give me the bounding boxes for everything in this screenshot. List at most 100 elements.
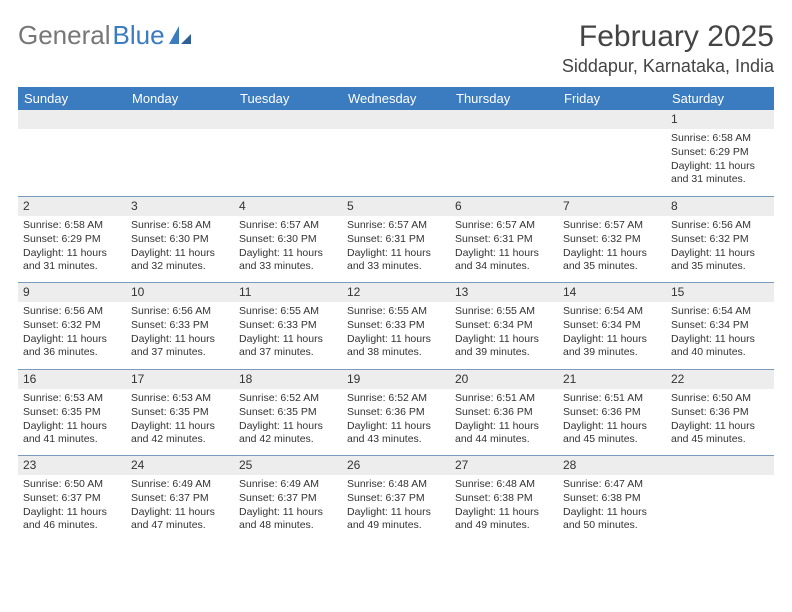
day-body: Sunrise: 6:54 AMSunset: 6:34 PMDaylight:… (558, 302, 666, 369)
daylight-text: Daylight: 11 hours and 38 minutes. (347, 333, 445, 359)
sunset-text: Sunset: 6:29 PM (671, 146, 769, 159)
day-body: Sunrise: 6:49 AMSunset: 6:37 PMDaylight:… (234, 475, 342, 542)
day-number: 16 (18, 370, 126, 389)
sunset-text: Sunset: 6:35 PM (239, 406, 337, 419)
calendar-body: 1Sunrise: 6:58 AMSunset: 6:29 PMDaylight… (18, 110, 774, 542)
daylight-text: Daylight: 11 hours and 37 minutes. (131, 333, 229, 359)
day-body: Sunrise: 6:58 AMSunset: 6:30 PMDaylight:… (126, 216, 234, 283)
day-body: Sunrise: 6:56 AMSunset: 6:32 PMDaylight:… (666, 216, 774, 283)
calendar-cell: 1Sunrise: 6:58 AMSunset: 6:29 PMDaylight… (666, 110, 774, 196)
calendar-cell (342, 110, 450, 196)
daylight-text: Daylight: 11 hours and 44 minutes. (455, 420, 553, 446)
day-body (558, 129, 666, 191)
calendar-table: SundayMondayTuesdayWednesdayThursdayFrid… (18, 87, 774, 542)
daylight-text: Daylight: 11 hours and 43 minutes. (347, 420, 445, 446)
header: GeneralBlue February 2025 Siddapur, Karn… (18, 20, 774, 77)
sunset-text: Sunset: 6:37 PM (347, 492, 445, 505)
calendar-header-row: SundayMondayTuesdayWednesdayThursdayFrid… (18, 87, 774, 110)
weekday-header: Friday (558, 87, 666, 110)
daylight-text: Daylight: 11 hours and 34 minutes. (455, 247, 553, 273)
day-number: 6 (450, 197, 558, 216)
calendar-cell: 24Sunrise: 6:49 AMSunset: 6:37 PMDayligh… (126, 456, 234, 542)
weekday-header: Thursday (450, 87, 558, 110)
calendar-cell: 22Sunrise: 6:50 AMSunset: 6:36 PMDayligh… (666, 369, 774, 456)
sunset-text: Sunset: 6:32 PM (563, 233, 661, 246)
calendar-cell: 4Sunrise: 6:57 AMSunset: 6:30 PMDaylight… (234, 196, 342, 283)
day-number (450, 110, 558, 129)
sunrise-text: Sunrise: 6:57 AM (347, 219, 445, 232)
sunset-text: Sunset: 6:34 PM (563, 319, 661, 332)
sunrise-text: Sunrise: 6:58 AM (131, 219, 229, 232)
sunset-text: Sunset: 6:37 PM (131, 492, 229, 505)
sunrise-text: Sunrise: 6:48 AM (455, 478, 553, 491)
day-body: Sunrise: 6:52 AMSunset: 6:36 PMDaylight:… (342, 389, 450, 456)
calendar-cell: 2Sunrise: 6:58 AMSunset: 6:29 PMDaylight… (18, 196, 126, 283)
day-number (342, 110, 450, 129)
sunset-text: Sunset: 6:33 PM (131, 319, 229, 332)
day-body (234, 129, 342, 191)
sunset-text: Sunset: 6:37 PM (239, 492, 337, 505)
day-body: Sunrise: 6:55 AMSunset: 6:33 PMDaylight:… (234, 302, 342, 369)
calendar-cell: 27Sunrise: 6:48 AMSunset: 6:38 PMDayligh… (450, 456, 558, 542)
day-body: Sunrise: 6:56 AMSunset: 6:32 PMDaylight:… (18, 302, 126, 369)
calendar-cell: 28Sunrise: 6:47 AMSunset: 6:38 PMDayligh… (558, 456, 666, 542)
day-body: Sunrise: 6:49 AMSunset: 6:37 PMDaylight:… (126, 475, 234, 542)
daylight-text: Daylight: 11 hours and 32 minutes. (131, 247, 229, 273)
day-body: Sunrise: 6:48 AMSunset: 6:37 PMDaylight:… (342, 475, 450, 542)
calendar-cell (450, 110, 558, 196)
weekday-header: Sunday (18, 87, 126, 110)
daylight-text: Daylight: 11 hours and 41 minutes. (23, 420, 121, 446)
sunrise-text: Sunrise: 6:55 AM (455, 305, 553, 318)
logo: GeneralBlue (18, 20, 191, 51)
sunrise-text: Sunrise: 6:58 AM (23, 219, 121, 232)
day-number (558, 110, 666, 129)
daylight-text: Daylight: 11 hours and 39 minutes. (563, 333, 661, 359)
sunrise-text: Sunrise: 6:50 AM (671, 392, 769, 405)
calendar-cell: 20Sunrise: 6:51 AMSunset: 6:36 PMDayligh… (450, 369, 558, 456)
sunrise-text: Sunrise: 6:53 AM (23, 392, 121, 405)
day-number: 8 (666, 197, 774, 216)
sunrise-text: Sunrise: 6:54 AM (671, 305, 769, 318)
day-number (234, 110, 342, 129)
daylight-text: Daylight: 11 hours and 49 minutes. (347, 506, 445, 532)
sunrise-text: Sunrise: 6:54 AM (563, 305, 661, 318)
calendar-cell: 26Sunrise: 6:48 AMSunset: 6:37 PMDayligh… (342, 456, 450, 542)
sunrise-text: Sunrise: 6:47 AM (563, 478, 661, 491)
sunset-text: Sunset: 6:38 PM (455, 492, 553, 505)
sunrise-text: Sunrise: 6:49 AM (239, 478, 337, 491)
day-body: Sunrise: 6:58 AMSunset: 6:29 PMDaylight:… (666, 129, 774, 196)
weekday-header: Saturday (666, 87, 774, 110)
calendar-cell (558, 110, 666, 196)
weekday-header: Monday (126, 87, 234, 110)
calendar-week: 2Sunrise: 6:58 AMSunset: 6:29 PMDaylight… (18, 196, 774, 283)
day-body (18, 129, 126, 191)
day-number (126, 110, 234, 129)
calendar-cell: 23Sunrise: 6:50 AMSunset: 6:37 PMDayligh… (18, 456, 126, 542)
calendar-cell: 19Sunrise: 6:52 AMSunset: 6:36 PMDayligh… (342, 369, 450, 456)
daylight-text: Daylight: 11 hours and 45 minutes. (671, 420, 769, 446)
day-number: 14 (558, 283, 666, 302)
daylight-text: Daylight: 11 hours and 33 minutes. (239, 247, 337, 273)
day-body: Sunrise: 6:55 AMSunset: 6:34 PMDaylight:… (450, 302, 558, 369)
sunset-text: Sunset: 6:36 PM (563, 406, 661, 419)
sunset-text: Sunset: 6:30 PM (239, 233, 337, 246)
day-body: Sunrise: 6:57 AMSunset: 6:30 PMDaylight:… (234, 216, 342, 283)
sunrise-text: Sunrise: 6:56 AM (671, 219, 769, 232)
daylight-text: Daylight: 11 hours and 46 minutes. (23, 506, 121, 532)
day-number: 26 (342, 456, 450, 475)
sunset-text: Sunset: 6:33 PM (239, 319, 337, 332)
calendar-cell: 21Sunrise: 6:51 AMSunset: 6:36 PMDayligh… (558, 369, 666, 456)
sunset-text: Sunset: 6:29 PM (23, 233, 121, 246)
day-number: 17 (126, 370, 234, 389)
day-body: Sunrise: 6:58 AMSunset: 6:29 PMDaylight:… (18, 216, 126, 283)
calendar-week: 23Sunrise: 6:50 AMSunset: 6:37 PMDayligh… (18, 456, 774, 542)
day-number: 5 (342, 197, 450, 216)
sunrise-text: Sunrise: 6:53 AM (131, 392, 229, 405)
daylight-text: Daylight: 11 hours and 37 minutes. (239, 333, 337, 359)
day-number: 3 (126, 197, 234, 216)
daylight-text: Daylight: 11 hours and 33 minutes. (347, 247, 445, 273)
day-number (18, 110, 126, 129)
day-body: Sunrise: 6:51 AMSunset: 6:36 PMDaylight:… (450, 389, 558, 456)
day-body: Sunrise: 6:53 AMSunset: 6:35 PMDaylight:… (126, 389, 234, 456)
day-body: Sunrise: 6:51 AMSunset: 6:36 PMDaylight:… (558, 389, 666, 456)
